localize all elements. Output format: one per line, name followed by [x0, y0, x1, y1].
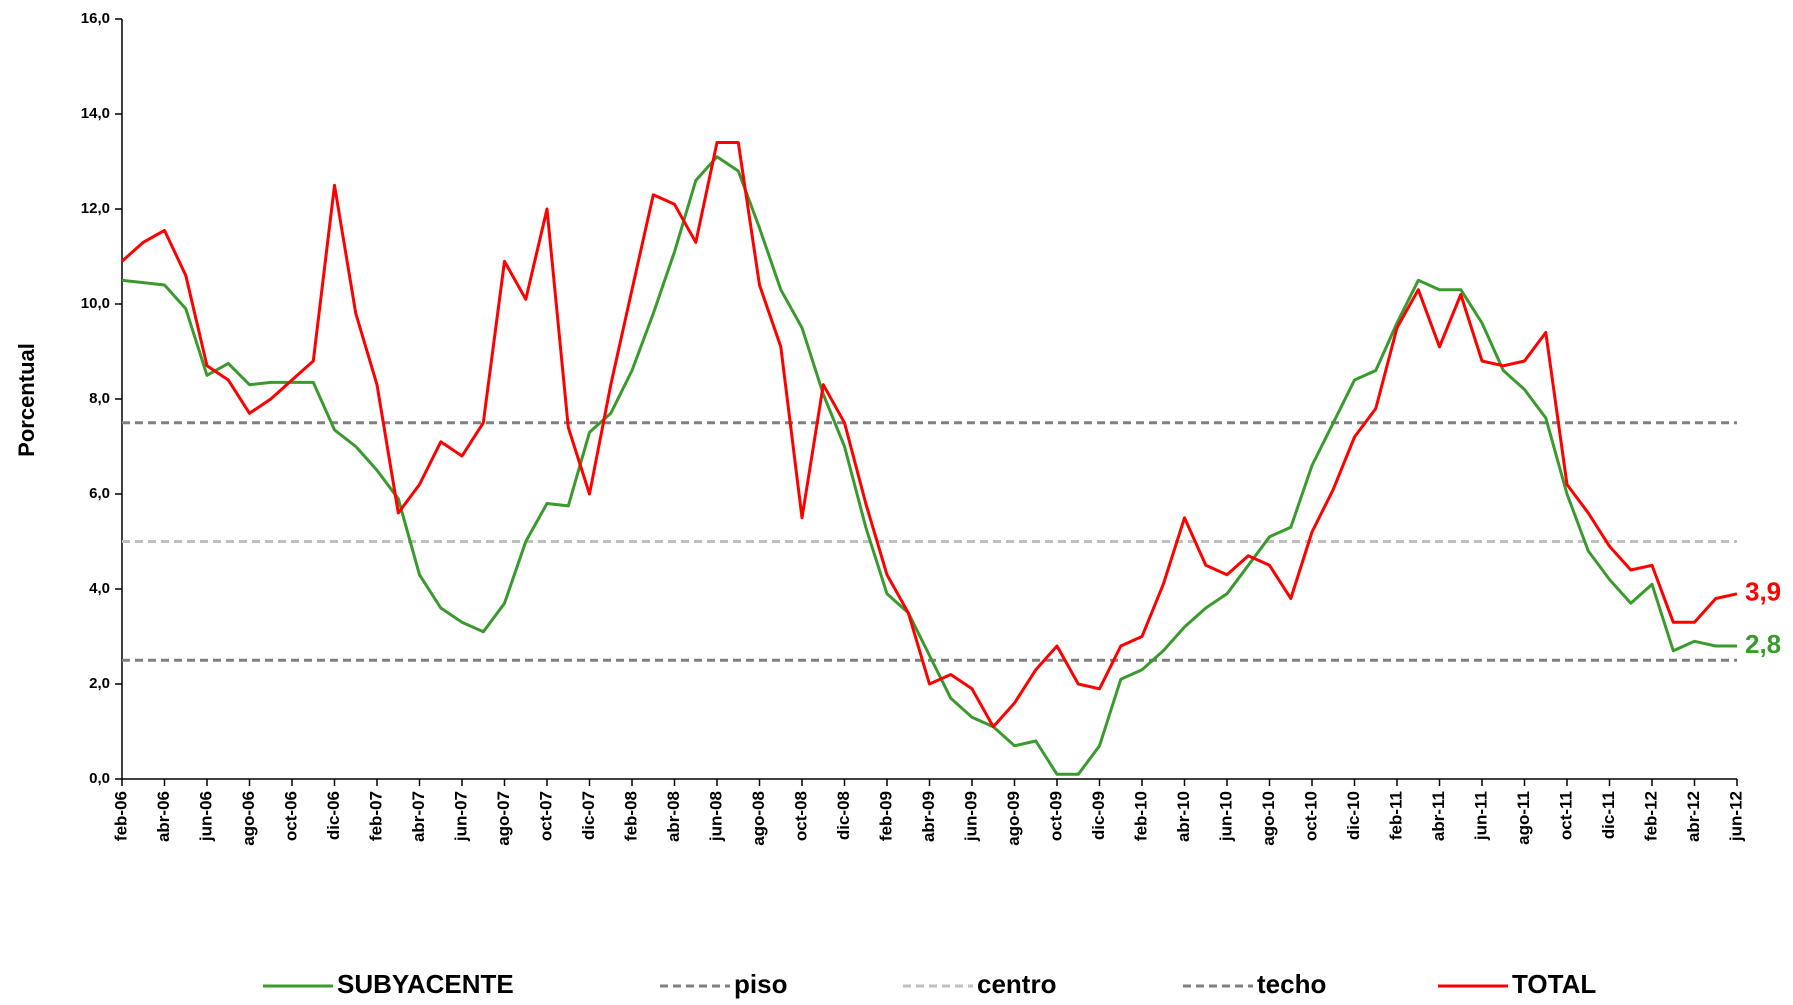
- x-tick-label: oct-06: [281, 791, 300, 841]
- x-tick-label: feb-06: [111, 791, 130, 841]
- x-tick-label: dic-09: [1089, 791, 1108, 840]
- x-tick-label: ago-06: [239, 791, 258, 846]
- y-tick-label: 14,0: [81, 105, 110, 122]
- x-tick-label: feb-10: [1131, 791, 1150, 841]
- x-tick-label: ago-08: [749, 791, 768, 846]
- y-tick-label: 0,0: [89, 770, 110, 787]
- x-tick-label: jun-07: [451, 791, 470, 842]
- legend-label: SUBYACENTE: [337, 969, 514, 999]
- x-tick-label: feb-08: [621, 791, 640, 841]
- x-tick-label: ago-09: [1004, 791, 1023, 846]
- x-tick-label: abr-10: [1174, 791, 1193, 842]
- x-tick-label: feb-11: [1386, 791, 1405, 840]
- y-tick-label: 16,0: [81, 10, 110, 27]
- x-tick-label: jun-06: [196, 791, 215, 842]
- x-tick-label: feb-07: [366, 791, 385, 841]
- y-tick-label: 8,0: [89, 390, 110, 407]
- x-tick-label: oct-11: [1556, 791, 1575, 840]
- x-tick-label: jun-12: [1726, 791, 1745, 842]
- x-tick-label: abr-06: [154, 791, 173, 842]
- x-tick-label: oct-09: [1046, 791, 1065, 841]
- x-tick-label: abr-11: [1429, 791, 1448, 841]
- series-line: [122, 143, 1737, 727]
- x-tick-label: jun-09: [961, 791, 980, 842]
- x-tick-label: dic-10: [1344, 791, 1363, 840]
- x-tick-label: oct-07: [536, 791, 555, 841]
- x-tick-label: ago-07: [494, 791, 513, 846]
- y-tick-label: 4,0: [89, 580, 110, 597]
- x-tick-label: ago-10: [1259, 791, 1278, 846]
- x-tick-label: abr-07: [409, 791, 428, 842]
- legend-label: TOTAL: [1512, 969, 1596, 999]
- y-tick-label: 6,0: [89, 485, 110, 502]
- x-tick-label: jun-10: [1216, 791, 1235, 842]
- x-tick-label: abr-12: [1684, 791, 1703, 842]
- x-tick-label: dic-07: [579, 791, 598, 840]
- x-tick-label: dic-11: [1599, 791, 1618, 839]
- x-tick-label: oct-08: [791, 791, 810, 841]
- y-axis-label: Porcentual: [14, 343, 39, 457]
- x-tick-label: feb-09: [876, 791, 895, 841]
- y-tick-label: 10,0: [81, 295, 110, 312]
- x-tick-label: feb-12: [1641, 791, 1660, 841]
- end-label: 2,8: [1745, 629, 1781, 659]
- x-tick-label: oct-10: [1301, 791, 1320, 841]
- x-tick-label: dic-08: [834, 791, 853, 840]
- x-tick-label: dic-06: [324, 791, 343, 840]
- chart: Porcentual 0,0 2,0 4,0 6,0 8,0 10,0 12,0 14,0 16…: [0, 0, 1793, 1005]
- legend-label: piso: [734, 969, 787, 999]
- x-tick-label: abr-08: [664, 791, 683, 842]
- y-tick-label: 2,0: [89, 675, 110, 692]
- x-tick-label: ago-11: [1514, 791, 1533, 845]
- x-tick-label: jun-08: [706, 791, 725, 842]
- x-tick-label: abr-09: [919, 791, 938, 842]
- end-label: 3,9: [1745, 577, 1781, 607]
- legend-label: centro: [977, 969, 1056, 999]
- y-tick-label: 12,0: [81, 200, 110, 217]
- x-tick-label: jun-11: [1471, 791, 1490, 841]
- legend-label: techo: [1257, 969, 1326, 999]
